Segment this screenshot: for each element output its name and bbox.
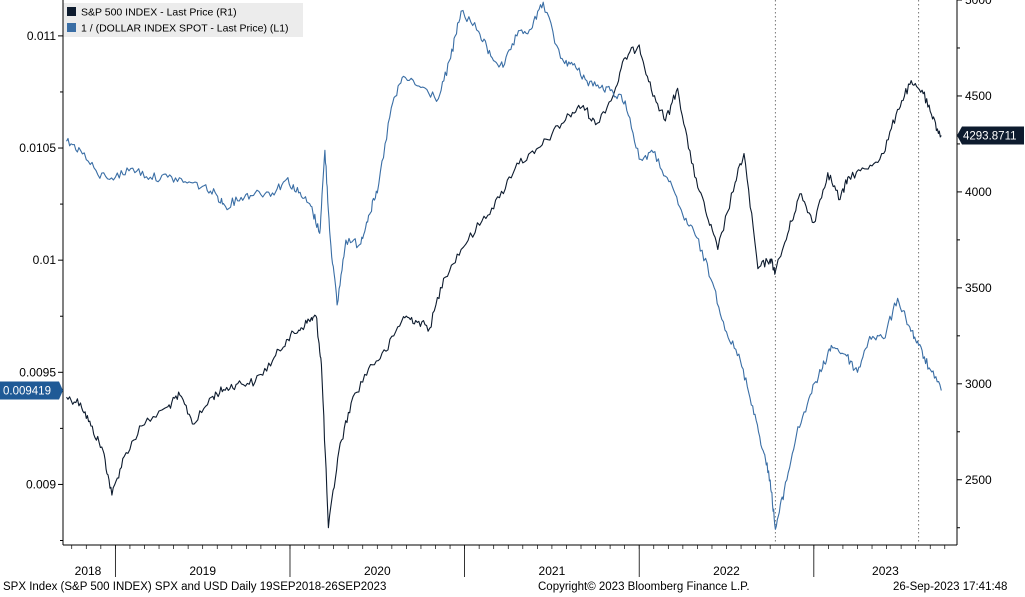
- legend-label-spx: S&P 500 INDEX - Last Price (R1): [81, 7, 237, 19]
- last-value-tag-spx: 4293.8711: [957, 126, 1024, 145]
- last-value-tag-usd: 0.009419: [0, 381, 63, 400]
- x-tick-label-2023: 2023: [872, 564, 899, 578]
- last-value-spx: 4293.8711: [963, 130, 1017, 142]
- x-tick-label-2021: 2021: [539, 564, 566, 578]
- x-tick-label-2019: 2019: [189, 564, 216, 578]
- left-tick-label-1: 0.0095: [19, 365, 56, 379]
- plot-area: 2500300035004000450050000.0090.00950.010…: [0, 0, 1024, 578]
- right-tick-label-2500: 2500: [965, 473, 992, 487]
- chart-canvas: S&P 500 INDEX - Last Price (R1) 1 / (DOL…: [0, 0, 1024, 578]
- right-tick-label-3000: 3000: [965, 377, 992, 391]
- x-tick-label-2020: 2020: [364, 564, 391, 578]
- footer-copyright: Copyright© 2023 Bloomberg Finance L.P.: [538, 581, 750, 593]
- x-tick-label-2022: 2022: [713, 564, 740, 578]
- legend-background: [63, 3, 303, 37]
- legend-swatch-spx: [67, 7, 76, 16]
- last-value-usd: 0.009419: [3, 385, 51, 397]
- left-tick-label-0: 0.009: [26, 477, 56, 491]
- x-tick-label-2018: 2018: [75, 564, 102, 578]
- last-value-tag-spx-bg: [957, 126, 1024, 145]
- footer-source: SPX Index (S&P 500 INDEX) SPX and USD Da…: [3, 581, 387, 593]
- series-line-usd: [66, 1, 942, 530]
- right-tick-label-4500: 4500: [965, 89, 992, 103]
- right-tick-label-4000: 4000: [965, 185, 992, 199]
- series-line-spx: [66, 44, 942, 529]
- legend: S&P 500 INDEX - Last Price (R1) 1 / (DOL…: [63, 3, 303, 37]
- right-tick-label-5000: 5000: [965, 0, 992, 7]
- left-tick-label-3: 0.0105: [19, 141, 56, 155]
- legend-swatch-usd: [67, 23, 76, 32]
- footer-timestamp: 26-Sep-2023 17:41:48: [893, 581, 1008, 593]
- last-value-tag-usd-bg: [0, 381, 63, 400]
- legend-label-usd: 1 / (DOLLAR INDEX SPOT - Last Price) (L1…: [81, 23, 289, 35]
- right-tick-label-3500: 3500: [965, 281, 992, 295]
- left-tick-label-2: 0.01: [33, 253, 57, 267]
- left-tick-label-4: 0.011: [27, 29, 56, 43]
